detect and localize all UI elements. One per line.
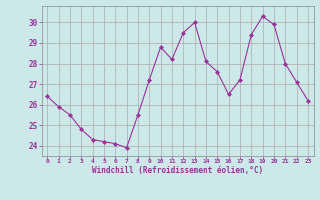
X-axis label: Windchill (Refroidissement éolien,°C): Windchill (Refroidissement éolien,°C): [92, 166, 263, 175]
